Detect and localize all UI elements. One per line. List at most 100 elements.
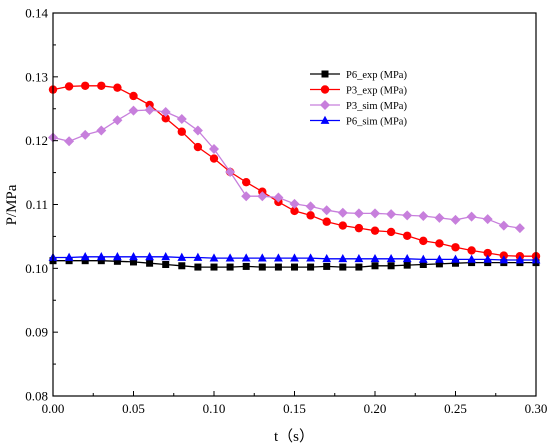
data-point (354, 223, 364, 233)
legend-marker (320, 115, 330, 124)
data-point (129, 252, 138, 261)
data-point (257, 191, 268, 202)
series-3 (48, 105, 525, 234)
data-point (498, 220, 509, 231)
legend-marker (321, 70, 329, 78)
x-axis-title: t（s） (274, 428, 314, 445)
x-tick-label: 0.15 (283, 401, 306, 416)
legend-marker (320, 100, 330, 110)
data-point (144, 105, 155, 116)
data-point (402, 210, 413, 221)
data-point (370, 226, 380, 235)
data-point (241, 191, 252, 202)
data-point (499, 255, 509, 264)
data-point (113, 83, 122, 92)
data-point (160, 106, 171, 117)
data-point (64, 252, 74, 261)
data-point (451, 243, 460, 252)
legend-label: P6_sim (MPa) (346, 116, 407, 127)
data-point (338, 221, 347, 230)
data-point (321, 205, 332, 216)
y-tick-label: 0.11 (26, 197, 48, 212)
data-point (161, 252, 171, 261)
data-point (96, 125, 107, 136)
data-point (113, 257, 121, 265)
data-point (305, 201, 316, 212)
data-point (435, 239, 444, 248)
legend-label: P6_exp (MPa) (346, 70, 407, 81)
data-point (80, 252, 90, 261)
data-point (482, 214, 493, 225)
data-point (354, 253, 364, 263)
data-point (64, 82, 74, 91)
data-point (338, 253, 348, 263)
data-point (64, 136, 75, 147)
data-point (130, 258, 137, 266)
data-point (226, 263, 234, 271)
y-tick-label: 0.12 (25, 133, 48, 148)
data-point (242, 177, 251, 187)
data-point (162, 261, 170, 269)
data-point (96, 252, 106, 261)
data-point (387, 262, 395, 270)
data-point (209, 143, 219, 154)
data-point (128, 105, 139, 116)
data-point (241, 253, 251, 262)
data-point (193, 252, 203, 261)
y-tick-label: 0.14 (25, 6, 48, 21)
data-point (210, 263, 218, 271)
data-point (403, 231, 412, 240)
data-point (418, 210, 429, 221)
data-point (257, 253, 267, 262)
data-point (176, 113, 187, 124)
legend-item: P3_sim (MPa) (310, 100, 407, 112)
data-point (81, 81, 90, 90)
x-tick-label: 0.30 (525, 401, 548, 416)
x-tick-label: 0.00 (42, 401, 65, 416)
data-point (225, 253, 235, 262)
data-point (97, 81, 106, 90)
data-point (323, 262, 331, 270)
data-point (371, 262, 379, 270)
data-point (402, 253, 412, 263)
data-point (145, 100, 154, 110)
data-point (467, 254, 476, 263)
data-point (146, 259, 154, 267)
data-point (274, 263, 282, 271)
data-point (353, 208, 364, 219)
data-point (467, 246, 476, 255)
data-point (451, 254, 460, 263)
data-point (418, 254, 428, 263)
data-point (274, 253, 283, 262)
data-point (192, 125, 203, 136)
data-point (177, 127, 186, 136)
data-point (290, 206, 299, 216)
data-point (194, 263, 202, 271)
data-point (322, 253, 332, 263)
data-point (307, 263, 315, 271)
data-point (337, 207, 348, 218)
data-point (483, 254, 493, 263)
data-point (419, 236, 428, 246)
data-point (291, 263, 298, 271)
x-tick-label: 0.10 (203, 401, 226, 416)
data-point (450, 214, 461, 225)
data-point (193, 142, 203, 152)
data-point (403, 261, 411, 269)
data-point (515, 255, 525, 264)
data-point (177, 252, 187, 261)
data-point (112, 115, 123, 126)
data-point (145, 252, 154, 261)
legend-item: P6_exp (MPa) (310, 70, 407, 81)
data-point (161, 114, 170, 123)
data-point (434, 212, 445, 223)
y-tick-label: 0.10 (25, 261, 48, 276)
data-point (322, 217, 331, 226)
data-point (386, 227, 396, 237)
data-point (370, 253, 380, 263)
data-point (435, 260, 443, 268)
x-tick-label: 0.20 (364, 401, 387, 416)
data-point (209, 154, 219, 163)
